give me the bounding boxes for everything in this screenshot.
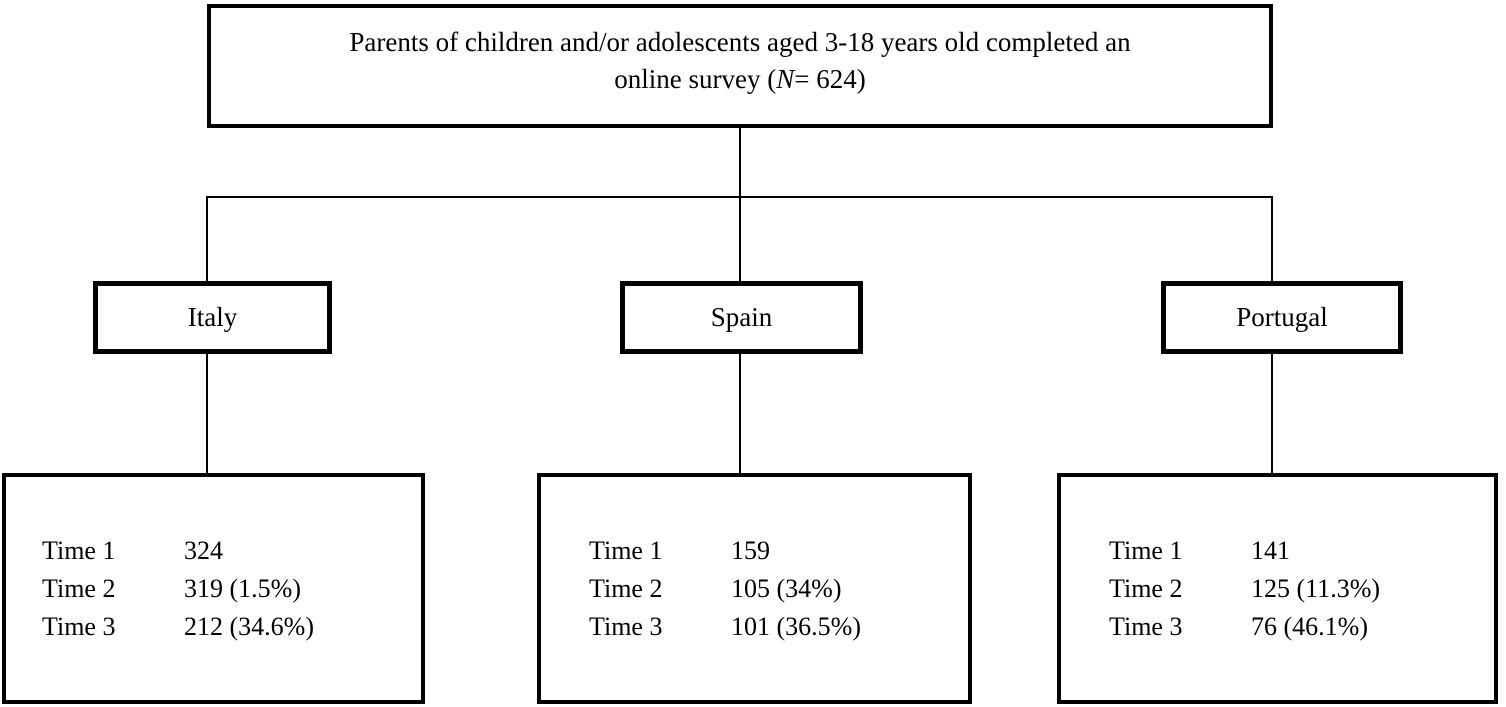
italy-time3-label: Time 3 xyxy=(42,611,116,641)
portugal-time2-value: 125 (11.3%) xyxy=(1251,573,1381,603)
spain-time2-row: Time 2 105 (34%) xyxy=(589,570,968,608)
connector-drop-italy xyxy=(206,196,208,281)
country-box-spain: Spain xyxy=(620,281,863,354)
spain-time1-value: 159 xyxy=(731,535,770,565)
root-survey-text-line2: online survey (N= 624) xyxy=(211,61,1269,98)
detail-box-italy: Time 1 324 Time 2 319 (1.5%) Time 3 212 … xyxy=(2,473,425,704)
country-label-spain: Spain xyxy=(710,302,773,332)
country-label-portugal: Portugal xyxy=(1236,302,1328,332)
italy-time1-row: Time 1 324 xyxy=(42,532,421,570)
italy-time2-label: Time 2 xyxy=(42,573,116,603)
root-survey-text-line1: Parents of children and/or adolescents a… xyxy=(349,27,1131,57)
root-line2-suffix: = 624) xyxy=(794,64,866,94)
spain-time2-label: Time 2 xyxy=(589,573,663,603)
portugal-time3-row: Time 3 76 (46.1%) xyxy=(1109,608,1494,646)
portugal-time3-label: Time 3 xyxy=(1109,611,1183,641)
country-box-italy: Italy xyxy=(93,281,332,354)
italy-time2-value: 319 (1.5%) xyxy=(184,573,301,603)
connector-drop-portugal xyxy=(1271,196,1273,281)
portugal-time1-label: Time 1 xyxy=(1109,535,1183,565)
spain-time3-row: Time 3 101 (36.5%) xyxy=(589,608,968,646)
portugal-time3-value: 76 (46.1%) xyxy=(1251,611,1368,641)
portugal-time1-row: Time 1 141 xyxy=(1109,532,1494,570)
detail-box-spain: Time 1 159 Time 2 105 (34%) Time 3 101 (… xyxy=(537,473,972,704)
connector-spain-detail xyxy=(739,353,741,474)
connector-portugal-detail xyxy=(1271,353,1273,474)
portugal-time2-label: Time 2 xyxy=(1109,573,1183,603)
italy-time3-row: Time 3 212 (34.6%) xyxy=(42,608,421,646)
portugal-time1-value: 141 xyxy=(1251,535,1290,565)
detail-box-portugal: Time 1 141 Time 2 125 (11.3%) Time 3 76 … xyxy=(1057,473,1498,704)
connector-drop-spain xyxy=(739,196,741,281)
spain-time3-label: Time 3 xyxy=(589,611,663,641)
italy-time2-row: Time 2 319 (1.5%) xyxy=(42,570,421,608)
spain-time3-value: 101 (36.5%) xyxy=(731,611,861,641)
country-box-portugal: Portugal xyxy=(1161,281,1403,354)
root-line2-prefix: online survey ( xyxy=(614,64,777,94)
root-survey-box: Parents of children and/or adolescents a… xyxy=(207,4,1273,128)
italy-time3-value: 212 (34.6%) xyxy=(184,611,314,641)
portugal-time2-row: Time 2 125 (11.3%) xyxy=(1109,570,1494,608)
connector-root-stem xyxy=(739,128,741,197)
italy-time1-value: 324 xyxy=(184,535,223,565)
spain-time1-label: Time 1 xyxy=(589,535,663,565)
spain-time2-value: 105 (34%) xyxy=(731,573,842,603)
country-label-italy: Italy xyxy=(187,302,238,332)
spain-time1-row: Time 1 159 xyxy=(589,532,968,570)
italy-time1-label: Time 1 xyxy=(42,535,116,565)
connector-italy-detail xyxy=(206,353,208,474)
sample-size-n: N xyxy=(776,64,795,94)
